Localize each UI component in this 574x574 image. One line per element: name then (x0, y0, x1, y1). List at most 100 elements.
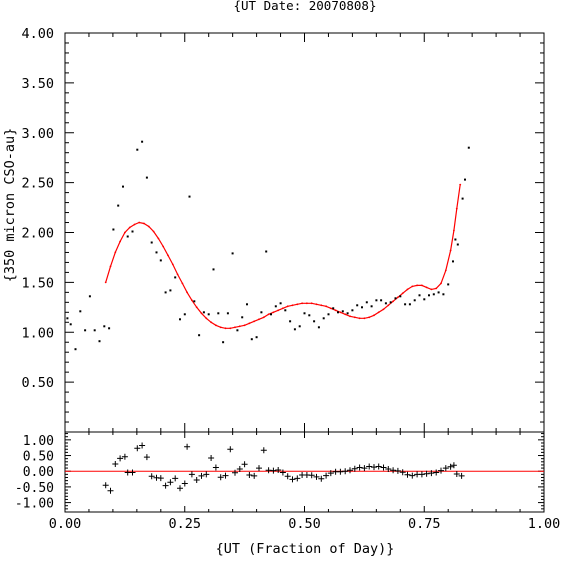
data-point (341, 310, 344, 313)
residual-point (385, 466, 392, 472)
data-point (174, 276, 177, 279)
data-point (241, 316, 244, 319)
data-point (394, 297, 397, 300)
fit-curve-point (306, 302, 308, 305)
x-tick-label: 0.50 (288, 516, 321, 532)
data-point (217, 312, 220, 315)
data-point (117, 204, 120, 207)
residual-plot-frame (64, 431, 545, 513)
residual-point (390, 467, 397, 474)
residual-y-tick-label: 0.50 (23, 450, 54, 465)
fit-curve-point (401, 292, 404, 295)
data-point (145, 176, 148, 179)
fit-curve-point (282, 307, 284, 310)
residual-point (222, 472, 229, 479)
fit-curve-point (301, 302, 303, 305)
data-point (361, 306, 363, 309)
data-point (108, 327, 111, 330)
fit-curve-point (315, 303, 318, 306)
fit-curve-point (162, 245, 165, 248)
data-point (298, 325, 301, 328)
fit-curve-point (200, 312, 203, 315)
x-tick-label: 0.25 (168, 516, 201, 532)
data-point (88, 295, 91, 298)
residual-point (380, 464, 387, 471)
main-y-tick-label: 1.50 (21, 275, 54, 291)
data-point (193, 300, 196, 303)
fit-curve-point (339, 311, 342, 314)
x-tick-labels: 0.00 0.25 0.50 0.75 1.00 (49, 516, 561, 532)
data-point (289, 320, 292, 323)
fit-curve-point (229, 327, 232, 330)
data-point (384, 302, 387, 305)
residual-point (260, 447, 267, 454)
fit-curve-point (210, 321, 213, 324)
data-point (370, 305, 373, 308)
residual-point (129, 469, 136, 476)
fit-curve-point (272, 311, 275, 314)
residual-axis-ticks (64, 432, 545, 512)
fit-curve-point (128, 226, 131, 229)
data-point (313, 320, 316, 323)
fit-curve-point (344, 313, 347, 316)
data-point (428, 294, 430, 297)
fit-curve-point (421, 284, 423, 287)
data-point (79, 310, 82, 313)
data-point (404, 303, 407, 306)
residual-point (246, 472, 253, 478)
data-point (327, 313, 330, 316)
fit-curve-point (373, 314, 375, 317)
data-point (365, 301, 368, 304)
data-point (236, 329, 239, 332)
fit-curve-point (353, 316, 356, 319)
fit-curve-point (205, 317, 208, 320)
residual-point (134, 445, 141, 452)
fit-curve-point (358, 317, 361, 320)
fit-curve-point (219, 326, 222, 329)
data-point (231, 252, 234, 255)
data-point (279, 302, 282, 305)
residual-point (318, 475, 325, 482)
residual-point (327, 470, 334, 477)
residual-point (356, 464, 363, 471)
data-point (413, 299, 416, 302)
data-point (222, 341, 225, 344)
data-point (456, 243, 459, 246)
residual-point (442, 465, 449, 472)
fit-curve-point (453, 229, 455, 232)
data-point (270, 313, 272, 316)
fit-curve-point (459, 183, 462, 186)
fit-curve-point (425, 286, 428, 289)
data-point (447, 283, 450, 286)
fit-curve-point (368, 316, 371, 319)
fit-curve-point (267, 313, 270, 316)
fit-curve-point (397, 296, 399, 299)
residual-point (428, 470, 435, 477)
fit-curve-point (114, 251, 117, 254)
fit-curve-point (186, 291, 189, 294)
fit-curve-point (334, 309, 337, 312)
data-point (442, 293, 445, 296)
residual-point (351, 465, 358, 472)
fit-curve-point (310, 302, 313, 305)
x-axis-label: {UT (Fraction of Day)} (216, 541, 395, 557)
fit-curve-point (444, 269, 447, 272)
data-point (250, 338, 253, 341)
data-point (265, 250, 268, 253)
fit-curve-point (253, 320, 256, 323)
data-point (188, 195, 191, 198)
data-point (246, 303, 248, 306)
fit-curve-point (416, 284, 418, 287)
main-y-tick-label: 2.00 (21, 226, 54, 242)
residual-y-tick-label: -1.00 (15, 497, 54, 512)
data-point (332, 307, 335, 310)
residual-point (236, 466, 243, 472)
residual-point (208, 455, 215, 461)
residual-point (117, 455, 124, 462)
data-point (74, 348, 77, 351)
residual-point (232, 469, 238, 476)
fit-curve-point (119, 240, 121, 243)
data-point (337, 311, 339, 314)
